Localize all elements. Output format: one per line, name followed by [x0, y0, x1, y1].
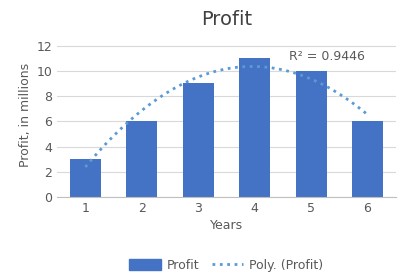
Legend: Profit, Poly. (Profit): Profit, Poly. (Profit)	[124, 253, 328, 274]
Title: Profit: Profit	[201, 10, 252, 28]
Bar	[239, 58, 270, 197]
Bar	[70, 159, 101, 197]
Text: R² = 0.9446: R² = 0.9446	[288, 50, 364, 63]
Y-axis label: Profit, in millions: Profit, in millions	[19, 63, 32, 167]
Bar	[352, 121, 383, 197]
Bar	[126, 121, 157, 197]
Bar	[183, 84, 214, 197]
Bar	[295, 71, 327, 197]
X-axis label: Years: Years	[210, 219, 243, 232]
